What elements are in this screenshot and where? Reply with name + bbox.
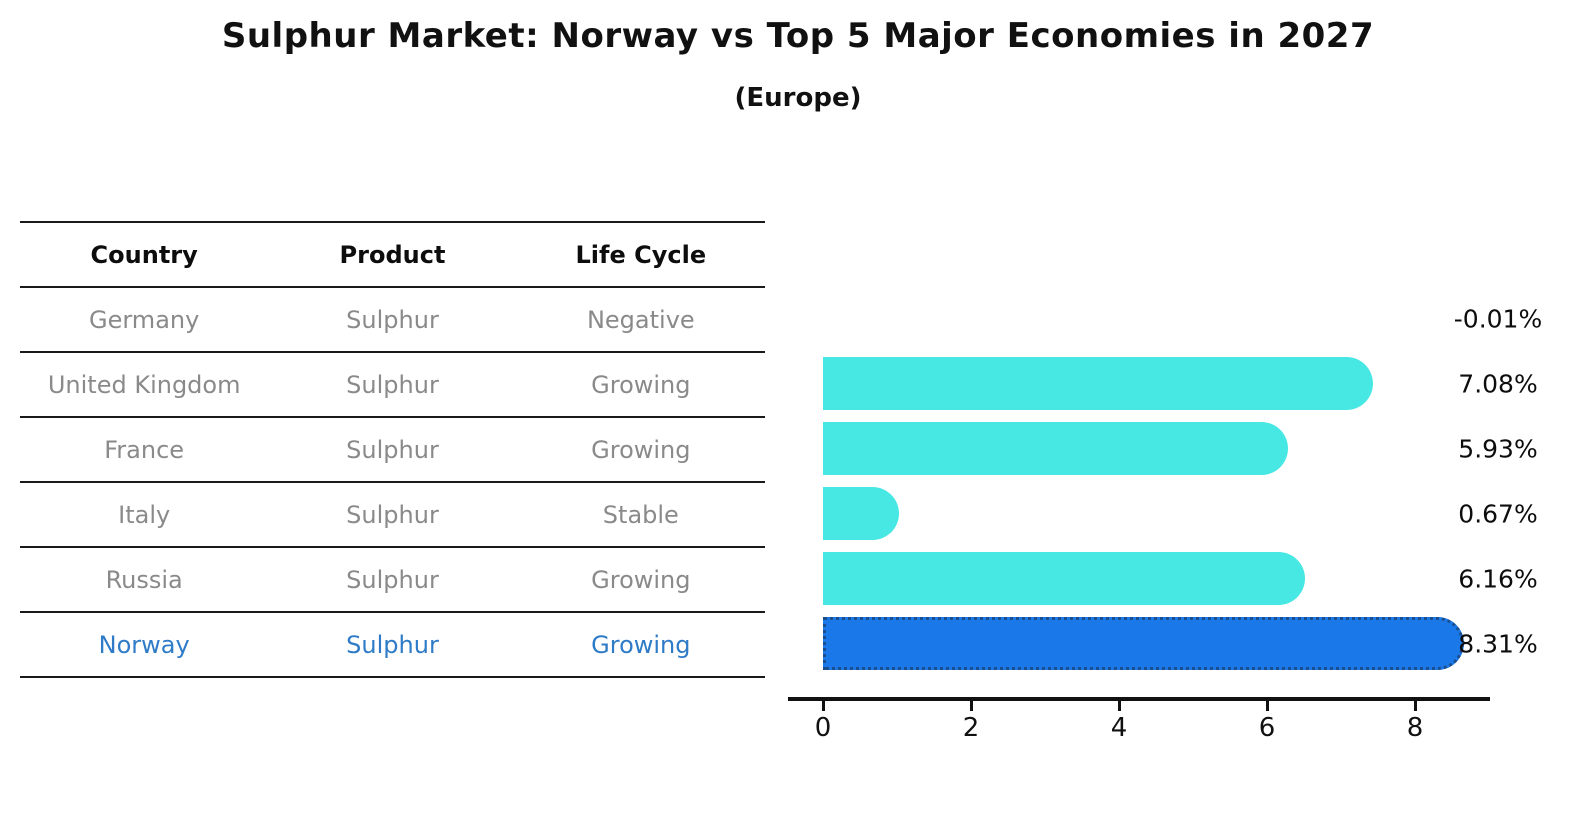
x-axis-tick-label: 2 — [962, 713, 980, 743]
cell-product: Sulphur — [346, 565, 439, 594]
cell-country: France — [104, 435, 185, 464]
bar-france — [823, 422, 1288, 475]
x-axis-tick-label: 0 — [814, 713, 832, 743]
cell-country: Germany — [89, 305, 200, 334]
x-axis-tick — [821, 700, 825, 711]
cell-life-cycle: Stable — [602, 500, 679, 529]
x-axis-line — [788, 697, 1490, 701]
bar-value-label: 5.93% — [1458, 434, 1538, 463]
chart-title: Sulphur Market: Norway vs Top 5 Major Ec… — [221, 16, 1375, 56]
table-row-france: France Sulphur Growing — [20, 418, 765, 483]
x-axis-tick-label: 4 — [1110, 713, 1128, 743]
x-axis-tick-label: 6 — [1258, 713, 1276, 743]
bar-russia — [823, 552, 1305, 605]
cell-life-cycle: Growing — [591, 630, 691, 659]
cell-product: Sulphur — [346, 500, 439, 529]
bar-italy — [823, 487, 899, 540]
x-axis-tick — [1117, 700, 1121, 711]
cell-product: Sulphur — [346, 435, 439, 464]
cell-life-cycle: Growing — [591, 435, 691, 464]
x-axis-tick — [1265, 700, 1269, 711]
column-header: Life Cycle — [575, 240, 707, 269]
bar-value-label: 0.67% — [1458, 499, 1538, 528]
cell-life-cycle: Growing — [591, 565, 691, 594]
chart-subtitle: (Europe) — [734, 83, 862, 113]
bar-value-label: 8.31% — [1458, 629, 1538, 658]
table-row-russia: Russia Sulphur Growing — [20, 548, 765, 613]
table-row-norway: Norway Sulphur Growing — [20, 613, 765, 678]
column-header: Country — [90, 240, 198, 269]
cell-product: Sulphur — [346, 305, 439, 334]
bar-value-label: 6.16% — [1458, 564, 1538, 593]
bar-norway — [823, 617, 1464, 670]
bar-value-label: -0.01% — [1453, 304, 1543, 333]
column-header: Product — [339, 240, 446, 269]
table-row-united-kingdom: United Kingdom Sulphur Growing — [20, 353, 765, 418]
x-axis-tick — [1413, 700, 1417, 711]
table-header-row: Country Product Life Cycle — [20, 221, 765, 288]
cell-product: Sulphur — [346, 370, 439, 399]
cell-product: Sulphur — [346, 630, 439, 659]
comparison-table: Country Product Life Cycle Germany Sulphur Ne… — [20, 221, 765, 678]
cell-life-cycle: Negative — [586, 305, 695, 334]
cell-life-cycle: Growing — [591, 370, 691, 399]
table-row-italy: Italy Sulphur Stable — [20, 483, 765, 548]
bar-value-label: 7.08% — [1458, 369, 1538, 398]
x-axis-tick — [969, 700, 973, 711]
cell-country: Norway — [98, 630, 190, 659]
table-row-germany: Germany Sulphur Negative — [20, 288, 765, 353]
cell-country: United Kingdom — [47, 370, 241, 399]
bar-united-kingdom — [823, 357, 1373, 410]
cell-country: Italy — [118, 500, 171, 529]
x-axis-tick-label: 8 — [1406, 713, 1424, 743]
cell-country: Russia — [105, 565, 183, 594]
